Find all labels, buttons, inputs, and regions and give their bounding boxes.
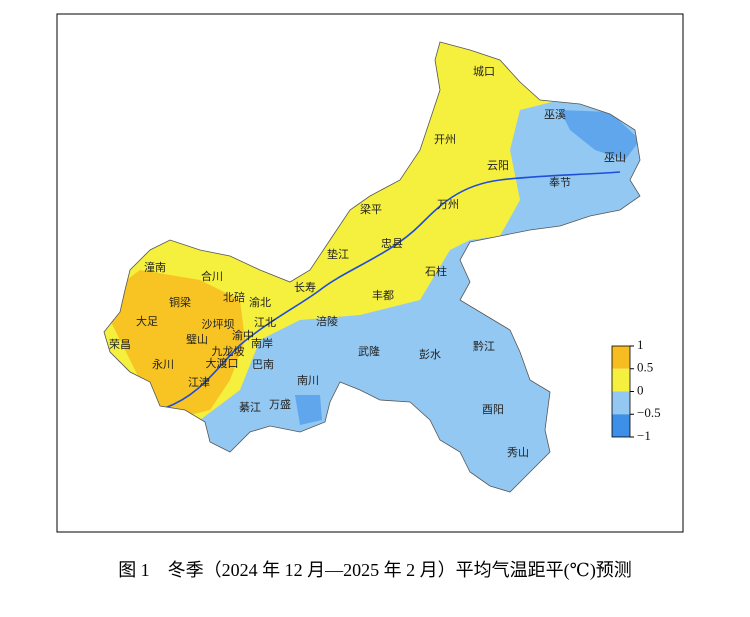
legend-swatch: [612, 414, 630, 437]
district-label: 巴南: [252, 358, 274, 371]
district-label: 武隆: [358, 344, 380, 358]
zone-warm: [104, 42, 640, 492]
district-label: 南川: [297, 374, 319, 387]
district-label: 丰都: [372, 289, 394, 302]
legend-tick-label: −0.5: [637, 405, 661, 420]
district-label: 开州: [434, 133, 456, 146]
district-label: 黔江: [473, 339, 495, 353]
legend-tick-label: 1: [637, 337, 644, 352]
legend: 1 0.5 0 −0.5 −1: [611, 337, 661, 443]
district-label: 沙坪坝: [202, 317, 235, 331]
district-label: 万州: [437, 198, 459, 211]
district-label: 巫山: [604, 151, 626, 164]
district-label: 北碚: [223, 290, 245, 304]
legend-tick-label: −1: [637, 428, 651, 443]
legend-tick-label: 0.5: [637, 360, 653, 375]
district-label: 大足: [136, 314, 158, 328]
legend-tick-label: 0: [637, 382, 644, 397]
district-label: 合川: [201, 269, 223, 283]
district-label: 渝北: [249, 295, 271, 309]
district-label: 九龙坡: [212, 345, 245, 358]
district-label: 秀山: [507, 446, 529, 459]
district-label: 巫溪: [544, 108, 566, 121]
district-label: 潼南: [144, 260, 166, 274]
legend-swatch: [612, 346, 630, 369]
district-label: 南岸: [251, 337, 273, 350]
district-label: 云阳: [487, 159, 509, 172]
zone-hot: [104, 270, 245, 420]
district-label: 荣昌: [109, 338, 131, 351]
district-label: 渝中: [232, 328, 254, 342]
district-label: 綦江: [239, 401, 261, 414]
district-label: 大渡口: [206, 356, 239, 370]
district-label: 江北: [254, 316, 276, 329]
map-frame: [56, 13, 684, 533]
legend-swatch: [612, 368, 630, 392]
district-label: 永川: [152, 357, 174, 371]
district-label: 长寿: [294, 280, 316, 294]
legend-swatch: [612, 391, 630, 415]
zone-cold: [560, 110, 640, 160]
district-label: 铜梁: [169, 295, 191, 309]
district-label: 城口: [473, 65, 495, 78]
river: [164, 171, 621, 409]
district-label: 垫江: [327, 247, 349, 261]
district-label: 彭水: [419, 347, 441, 361]
district-label: 江津: [188, 376, 210, 389]
caption: 图 1 冬季（2024 年 12 月—2025 年 2 月）平均气温距平(℃)预…: [118, 560, 632, 581]
district-label: 万盛: [269, 397, 291, 411]
district-label: 涪陵: [316, 314, 338, 328]
zone-cold: [295, 395, 322, 425]
district-label: 璧山: [186, 332, 208, 346]
district-label: 梁平: [360, 202, 382, 216]
district-label: 石柱: [425, 264, 447, 278]
district-label: 酉阳: [482, 403, 504, 416]
district-label: 奉节: [549, 175, 571, 189]
district-label: 忠县: [381, 237, 403, 250]
